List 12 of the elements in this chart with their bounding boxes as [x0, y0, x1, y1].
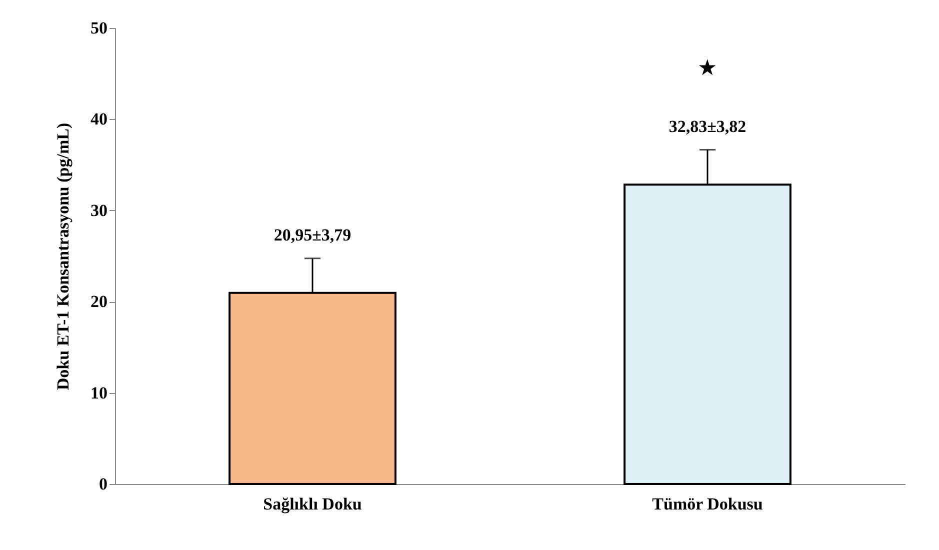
- y-tick-label: 50: [90, 18, 108, 38]
- data-label: 20,95±3,79: [274, 225, 352, 244]
- y-tick-label: 30: [90, 200, 108, 220]
- y-tick-label: 20: [90, 292, 108, 312]
- y-tick-label: 40: [90, 110, 108, 129]
- annotation: ★: [698, 55, 718, 80]
- x-tick-label: Tümör Dokusu: [652, 494, 763, 514]
- data-label: 32,83±3,82: [668, 116, 746, 136]
- y-tick-label: 0: [99, 474, 108, 494]
- x-tick-label: Sağlıklı Doku: [263, 494, 362, 514]
- y-axis-title: Doku ET-1 Konsantrasyonu (pg/mL): [54, 122, 72, 390]
- y-tick-label: 10: [90, 383, 108, 402]
